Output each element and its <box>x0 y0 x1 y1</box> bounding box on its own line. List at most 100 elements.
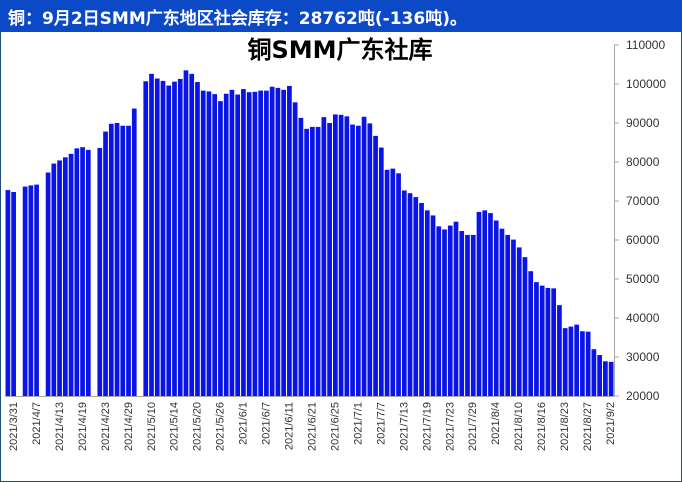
x-tick-label: 2021/6/1 <box>238 402 250 445</box>
y-axis: 20000 30000 40000 50000 60000 70000 80000 90000… <box>614 38 666 403</box>
y-tick-label: 20000 <box>626 389 660 403</box>
bar <box>361 116 367 396</box>
bar <box>304 128 309 396</box>
bar <box>562 328 568 396</box>
bar <box>511 239 516 396</box>
bar <box>333 114 338 397</box>
bar <box>114 123 120 396</box>
bar <box>120 125 126 396</box>
y-tick-label: 110000 <box>626 38 665 52</box>
x-tick-label: 2021/9/2 <box>605 402 617 445</box>
bar <box>413 197 419 396</box>
bar <box>183 70 189 396</box>
x-tick-label: 2021/4/19 <box>77 402 89 451</box>
y-tick-label: 40000 <box>626 311 660 325</box>
bar <box>258 90 264 396</box>
x-tick-label: 2021/7/19 <box>421 402 433 451</box>
x-tick-label: 2021/5/26 <box>215 402 227 451</box>
bar <box>476 211 482 396</box>
x-tick-label: 2021/4/23 <box>100 402 112 451</box>
bar <box>355 125 361 396</box>
x-tick-label: 2021/4/7 <box>31 402 43 445</box>
bar <box>160 80 166 396</box>
bar <box>264 90 269 396</box>
x-axis: 2021/3/31 2021/4/7 2021/4/13 2021/4/19 2021/… <box>5 396 617 451</box>
bar <box>281 89 286 396</box>
x-tick-label: 2021/3/31 <box>8 402 20 451</box>
bar <box>373 135 378 396</box>
bar <box>453 221 459 396</box>
x-tick-label: 2021/5/14 <box>169 402 181 451</box>
bar <box>246 92 252 396</box>
bar <box>522 257 528 396</box>
bar <box>528 271 534 396</box>
x-tick-label: 2021/7/29 <box>467 402 479 451</box>
x-tick-label: 2021/6/25 <box>329 402 341 451</box>
bars-group <box>5 70 614 397</box>
bar <box>488 213 493 396</box>
x-tick-label: 2021/7/1 <box>352 402 364 445</box>
bar <box>11 192 16 396</box>
bar <box>28 185 34 396</box>
bar <box>108 123 114 396</box>
bar <box>516 247 522 396</box>
bar <box>470 234 476 396</box>
bar <box>384 169 390 396</box>
bar <box>212 94 218 396</box>
bar <box>591 349 597 396</box>
bar <box>62 157 68 396</box>
x-tick-label: 2021/8/23 <box>559 402 571 451</box>
bar <box>465 234 470 396</box>
bar <box>5 190 11 396</box>
y-tick-label: 30000 <box>626 350 660 364</box>
bar <box>327 123 332 396</box>
bar <box>103 131 108 396</box>
x-tick-label: 2021/5/20 <box>192 402 204 451</box>
bar <box>482 210 488 396</box>
bar <box>189 73 195 397</box>
bar <box>597 355 602 396</box>
x-tick-label: 2021/7/23 <box>444 402 456 451</box>
bar <box>430 215 436 396</box>
bar <box>149 73 154 397</box>
bar <box>499 228 505 396</box>
bar <box>229 89 235 396</box>
bar <box>580 331 585 396</box>
x-tick-label: 2021/4/29 <box>123 402 135 451</box>
bar <box>85 149 91 396</box>
bar <box>424 210 430 396</box>
y-tick-label: 60000 <box>626 233 660 247</box>
bar <box>315 126 321 397</box>
bar <box>172 81 177 396</box>
bar <box>195 82 200 397</box>
bar <box>505 234 511 396</box>
bar <box>557 305 562 396</box>
bar <box>539 285 545 396</box>
bar <box>401 190 407 396</box>
bar <box>344 116 350 397</box>
bar <box>22 186 28 396</box>
bar <box>74 148 80 396</box>
bar <box>287 85 292 396</box>
bar <box>436 226 442 396</box>
x-tick-label: 2021/5/10 <box>146 402 158 451</box>
y-tick-label: 50000 <box>626 272 660 286</box>
bar <box>166 85 172 396</box>
bar <box>338 114 344 396</box>
bar <box>241 89 246 396</box>
bar <box>292 102 298 396</box>
bar <box>206 91 212 396</box>
x-tick-label: 2021/8/16 <box>536 402 548 451</box>
header-title: 铜：9月2日SMM广东地区社会库存：28762吨(-136吨)。 <box>8 9 467 29</box>
bar <box>396 173 401 396</box>
bar <box>310 126 315 397</box>
bar <box>574 324 580 396</box>
bar <box>131 108 137 396</box>
bar <box>51 163 57 396</box>
bar <box>200 90 206 396</box>
bar <box>97 147 103 396</box>
bar <box>545 287 551 396</box>
header-banner: 铜：9月2日SMM广东地区社会库存：28762吨(-136吨)。 <box>0 0 682 32</box>
y-tick-label: 90000 <box>626 116 660 130</box>
